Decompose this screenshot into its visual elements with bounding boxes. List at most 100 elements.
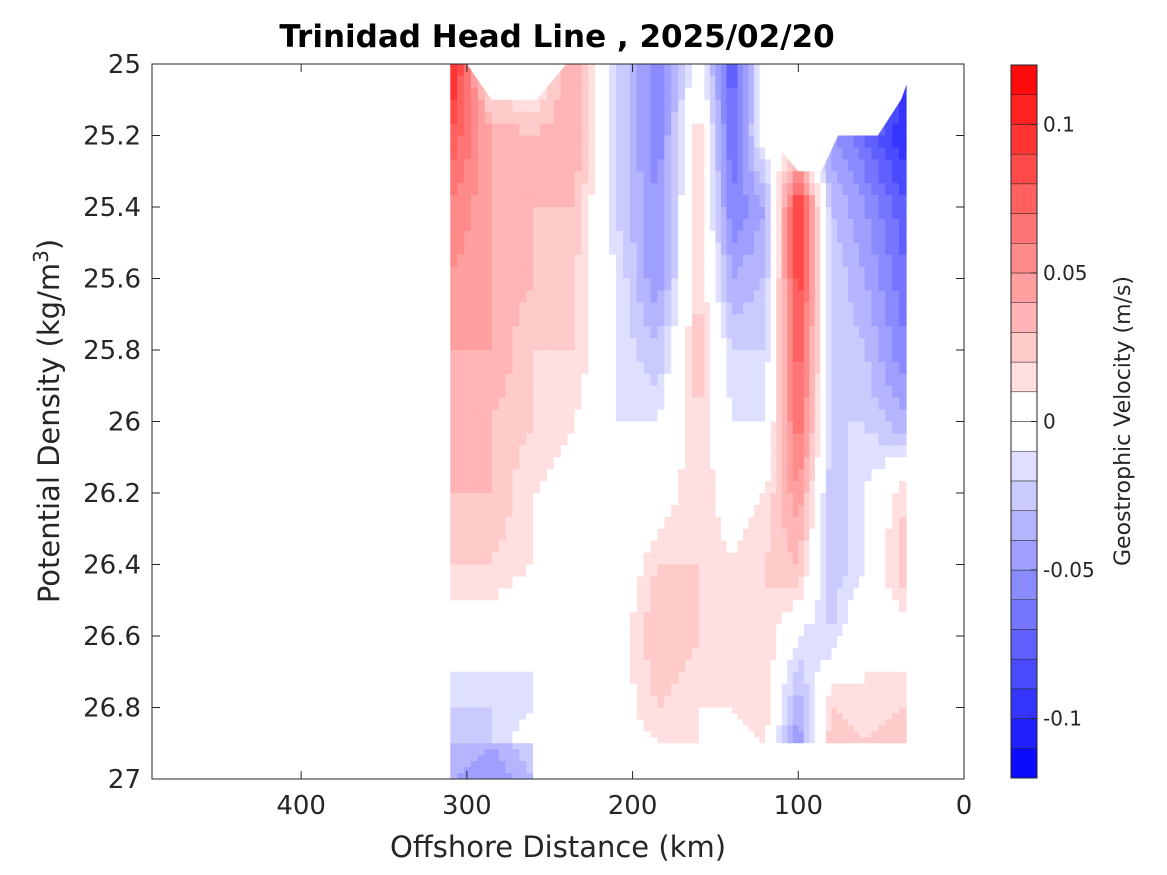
contour-cell [748, 171, 755, 184]
contour-cell [588, 254, 596, 268]
contour-cell [567, 373, 576, 387]
contour-cell [831, 695, 838, 709]
contour-cell [567, 302, 576, 315]
contour-cell [704, 564, 711, 578]
contour-cell [512, 737, 520, 744]
contour-cell [871, 719, 879, 726]
contour-cell [899, 195, 907, 208]
contour-cell [781, 409, 788, 423]
contour-cell [732, 147, 739, 160]
contour-cell [885, 421, 893, 435]
contour-cell [595, 326, 603, 339]
contour-cell [560, 576, 569, 589]
contour-cell [505, 338, 514, 351]
contour-cell [505, 123, 514, 137]
y-tick-label: 27 [108, 765, 141, 795]
contour-cell [726, 433, 733, 446]
contour-cell [471, 409, 479, 423]
contour-cell [770, 504, 777, 518]
contour-cell [595, 278, 603, 292]
contour-cell [643, 671, 652, 685]
contour-cell [765, 135, 772, 149]
contour-cell [636, 397, 645, 411]
contour-cell [457, 135, 465, 149]
contour-cell [732, 171, 739, 184]
contour-cell [664, 737, 672, 744]
contour-cell [567, 552, 576, 566]
contour-cell [864, 564, 873, 578]
contour-cell [574, 385, 583, 399]
contour-cell [787, 636, 794, 649]
contour-cell [636, 326, 645, 339]
contour-cell [859, 361, 866, 375]
contour-cell [581, 457, 589, 470]
contour-cell [622, 576, 631, 589]
contour-cell [715, 338, 722, 351]
contour-cell [754, 612, 761, 625]
contour-cell [709, 183, 717, 196]
contour-cell [484, 111, 493, 125]
contour-cell [859, 731, 866, 738]
contour-cell [588, 713, 596, 721]
contour-cell [477, 457, 486, 470]
contour-cell [691, 64, 700, 77]
contour-cell [533, 576, 541, 589]
contour-cell [650, 64, 659, 77]
contour-cell [814, 218, 821, 232]
contour-cell [505, 659, 514, 673]
contour-cell [825, 576, 833, 589]
contour-cell [759, 195, 766, 208]
contour-cell [512, 397, 520, 411]
contour-cell [859, 338, 866, 351]
contour-cell [792, 731, 799, 738]
contour-cell [715, 242, 722, 256]
contour-cell [546, 600, 555, 613]
contour-cell [546, 731, 555, 738]
contour-cell [546, 719, 555, 726]
contour-cell [567, 326, 576, 339]
colorbar-bin [1010, 450, 1038, 482]
contour-cell [685, 159, 693, 172]
contour-cell [853, 207, 860, 220]
contour-cell [588, 600, 596, 613]
contour-cell [643, 445, 652, 458]
contour-cell [842, 171, 849, 184]
contour-cell [450, 773, 458, 779]
contour-cell [814, 230, 821, 244]
contour-cell [581, 385, 589, 399]
contour-cell [588, 671, 596, 685]
contour-cell [820, 254, 827, 268]
contour-cell [678, 647, 686, 661]
contour-cell [581, 481, 589, 494]
contour-cell [871, 647, 879, 661]
contour-cell [464, 230, 472, 244]
contour-cell [471, 338, 479, 351]
contour-cell [770, 713, 777, 721]
contour-cell [533, 540, 541, 554]
contour-cell [732, 314, 739, 327]
contour-cell [748, 314, 755, 327]
contour-cell [831, 707, 838, 715]
contour-cell [471, 445, 479, 458]
contour-cell [709, 361, 717, 375]
contour-cell [678, 636, 686, 649]
contour-cell [691, 457, 700, 470]
contour-cell [820, 481, 827, 494]
contour-cell [878, 207, 886, 220]
contour-cell [498, 433, 507, 446]
contour-cell [737, 147, 744, 160]
contour-cell [715, 671, 722, 685]
contour-cell [781, 481, 788, 494]
contour-cell [709, 254, 717, 268]
contour-cell [519, 266, 527, 280]
contour-cell [878, 230, 886, 244]
contour-cell [704, 242, 711, 256]
contour-cell [765, 707, 772, 715]
contour-cell [704, 361, 711, 375]
contour-cell [505, 254, 514, 268]
contour-cell [704, 713, 711, 721]
contour-cell [776, 314, 783, 327]
contour-cell [864, 350, 873, 363]
contour-cell [622, 516, 631, 530]
contour-cell [885, 314, 893, 327]
